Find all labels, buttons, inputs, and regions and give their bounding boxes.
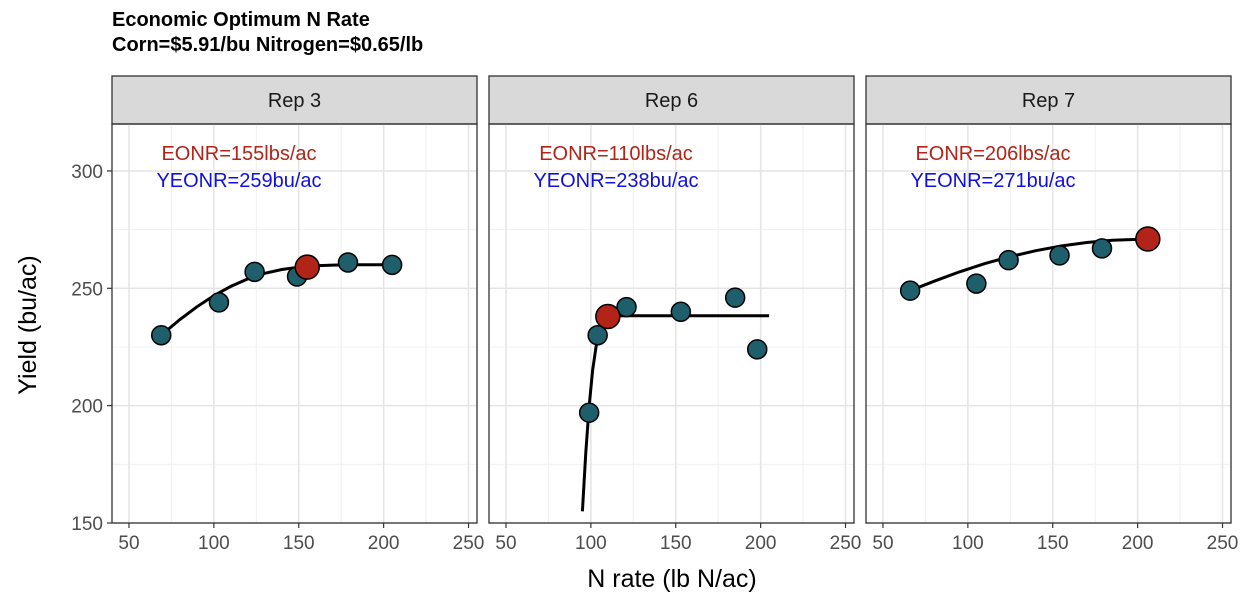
eonr-point xyxy=(294,254,320,280)
eonr-annotation: EONR=155lbs/ac xyxy=(161,143,316,165)
x-tick-label: 250 xyxy=(1207,533,1239,554)
facet-panels: Rep 3 50 100 150 200 250 150 200 250 300 EONR=155l… xyxy=(71,75,1239,554)
x-tick-label: 200 xyxy=(368,533,400,554)
facet-strip-label: Rep 3 xyxy=(268,90,321,112)
data-point xyxy=(381,254,403,276)
facet-panel-3: Rep 7 50 100 150 200 250 EONR=206lbs/ac YEONR=2… xyxy=(865,75,1239,554)
eonr-point xyxy=(1135,226,1161,252)
x-tick-label: 150 xyxy=(660,533,692,554)
x-tick-label: 100 xyxy=(952,533,984,554)
data-point xyxy=(1049,245,1070,266)
data-point xyxy=(998,249,1019,271)
data-point xyxy=(578,402,600,423)
facet-strip xyxy=(865,75,1232,125)
data-point xyxy=(208,292,230,313)
y-tick-label: 250 xyxy=(71,279,103,300)
x-tick-label: 200 xyxy=(1122,533,1154,554)
data-point xyxy=(150,324,172,346)
data-point xyxy=(899,280,921,301)
x-tick-label: 200 xyxy=(745,533,777,554)
data-point xyxy=(244,261,265,283)
facet-strip-label: Rep 7 xyxy=(1022,90,1075,112)
data-point xyxy=(616,296,637,318)
x-tick-label: 150 xyxy=(1037,533,1069,554)
x-tick-label: 50 xyxy=(872,533,893,554)
x-tick-label: 100 xyxy=(198,533,230,554)
facet-panel-1: Rep 3 50 100 150 200 250 150 200 250 300 EONR=155l… xyxy=(71,75,485,554)
chart-title: Economic Optimum N Rate xyxy=(112,9,370,31)
panel-border xyxy=(865,123,1232,524)
yeonr-annotation: YEONR=238bu/ac xyxy=(533,170,698,192)
x-tick-label: 50 xyxy=(495,533,516,554)
y-tick-label: 200 xyxy=(71,397,103,418)
x-tick-label: 250 xyxy=(453,533,485,554)
y-tick-label: 300 xyxy=(71,162,103,183)
facet-strip-label: Rep 6 xyxy=(645,90,698,112)
data-point xyxy=(1091,238,1113,259)
data-point xyxy=(966,273,987,294)
eonr-annotation: EONR=110lbs/ac xyxy=(539,143,693,165)
y-tick-label: 150 xyxy=(71,514,103,535)
x-tick-label: 50 xyxy=(118,533,139,554)
data-point xyxy=(670,301,692,323)
eonr-annotation: EONR=206lbs/ac xyxy=(915,143,1070,165)
data-point xyxy=(746,339,768,360)
data-point xyxy=(724,287,746,308)
data-point xyxy=(337,252,359,273)
panel-border xyxy=(488,123,855,524)
eonr-point xyxy=(595,303,621,330)
fitted-curve xyxy=(909,237,1148,292)
y-axis-title: Yield (bu/ac) xyxy=(14,255,42,394)
x-tick-label: 250 xyxy=(830,533,862,554)
x-tick-label: 100 xyxy=(575,533,607,554)
yeonr-annotation: YEONR=271bu/ac xyxy=(910,170,1075,192)
chart-subtitle: Corn=$5.91/bu Nitrogen=$0.65/lb xyxy=(112,34,423,56)
x-axis-title: N rate (lb N/ac) xyxy=(587,565,756,593)
x-tick-label: 150 xyxy=(283,533,315,554)
yeonr-annotation: YEONR=259bu/ac xyxy=(156,170,321,192)
fitted-curve xyxy=(160,263,393,337)
facet-panel-2: Rep 6 50 100 150 200 250 EONR=110lbs/ac YEONR=2… xyxy=(488,75,862,554)
facet-strip xyxy=(111,75,478,125)
panel-border xyxy=(111,123,478,524)
data-point xyxy=(587,324,608,346)
